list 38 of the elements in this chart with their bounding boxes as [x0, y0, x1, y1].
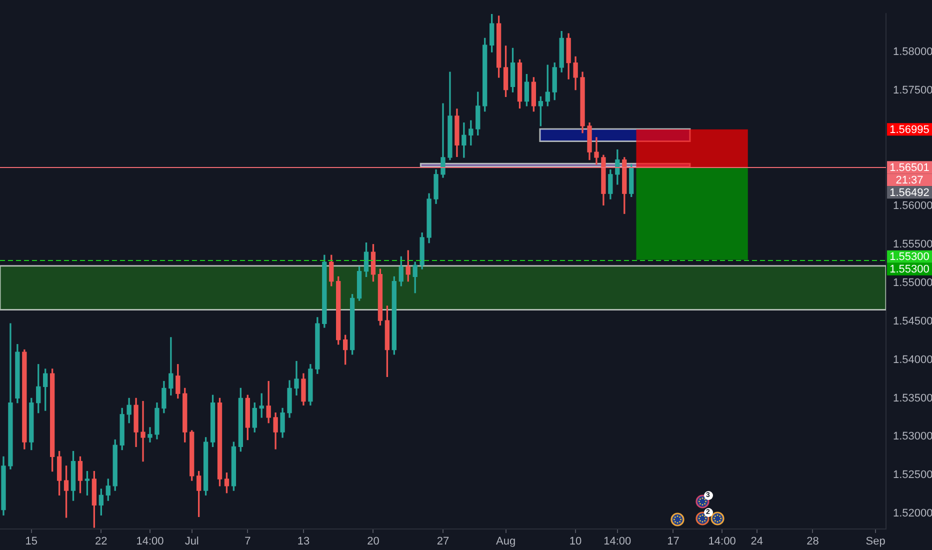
- y-tick-label: 1.53500: [893, 392, 932, 404]
- candlestick: [440, 103, 446, 178]
- x-tick-label: 14:00: [136, 536, 164, 548]
- x-tick-label: 20: [367, 536, 380, 548]
- text: 1.55300: [890, 264, 930, 276]
- candlestick: [168, 337, 174, 396]
- y-tick-label: 1.55000: [893, 276, 932, 289]
- x-tick-label: Sep: [866, 536, 886, 548]
- x-tick-label: 17: [667, 536, 680, 548]
- y-tick-label: 1.56000: [893, 200, 932, 212]
- text: 1.56995: [890, 124, 930, 136]
- x-tick-label: 28: [806, 536, 819, 548]
- x-tick-label: Jul: [184, 536, 199, 548]
- x-tick-label: 27: [436, 536, 450, 548]
- x-tick-label: 24: [750, 536, 764, 548]
- x-tick-label: 14:00: [604, 536, 632, 548]
- x-tick-label: Aug: [496, 536, 516, 548]
- y-tick-label: 1.53000: [893, 430, 932, 443]
- x-tick-label: 15: [25, 536, 38, 548]
- y-tick-label: 1.57500: [893, 84, 932, 97]
- text: 21:37: [896, 174, 924, 186]
- x-tick-label: 7: [244, 536, 251, 548]
- ref-line-label: 1.55300: [890, 251, 930, 264]
- y-tick-label: 1.58000: [893, 46, 932, 58]
- text: 1.56492: [890, 186, 930, 199]
- x-tick-label: 14:00: [708, 536, 736, 548]
- y-tick-label: 1.52500: [893, 469, 932, 482]
- y-tick-label: 1.54000: [893, 354, 932, 366]
- y-tick-label: 1.55500: [893, 238, 932, 250]
- y-tick-label: 1.52000: [893, 508, 932, 520]
- x-tick-label: 13: [297, 536, 310, 548]
- y-tick-label: 1.54500: [893, 315, 932, 328]
- candlestick: [594, 137, 599, 165]
- candlestick: [148, 427, 152, 442]
- x-tick-label: 22: [95, 536, 108, 548]
- ref-line-label: 1.56501: [890, 162, 930, 174]
- x-tick-label: 10: [569, 536, 582, 548]
- candlestick: [140, 400, 146, 462]
